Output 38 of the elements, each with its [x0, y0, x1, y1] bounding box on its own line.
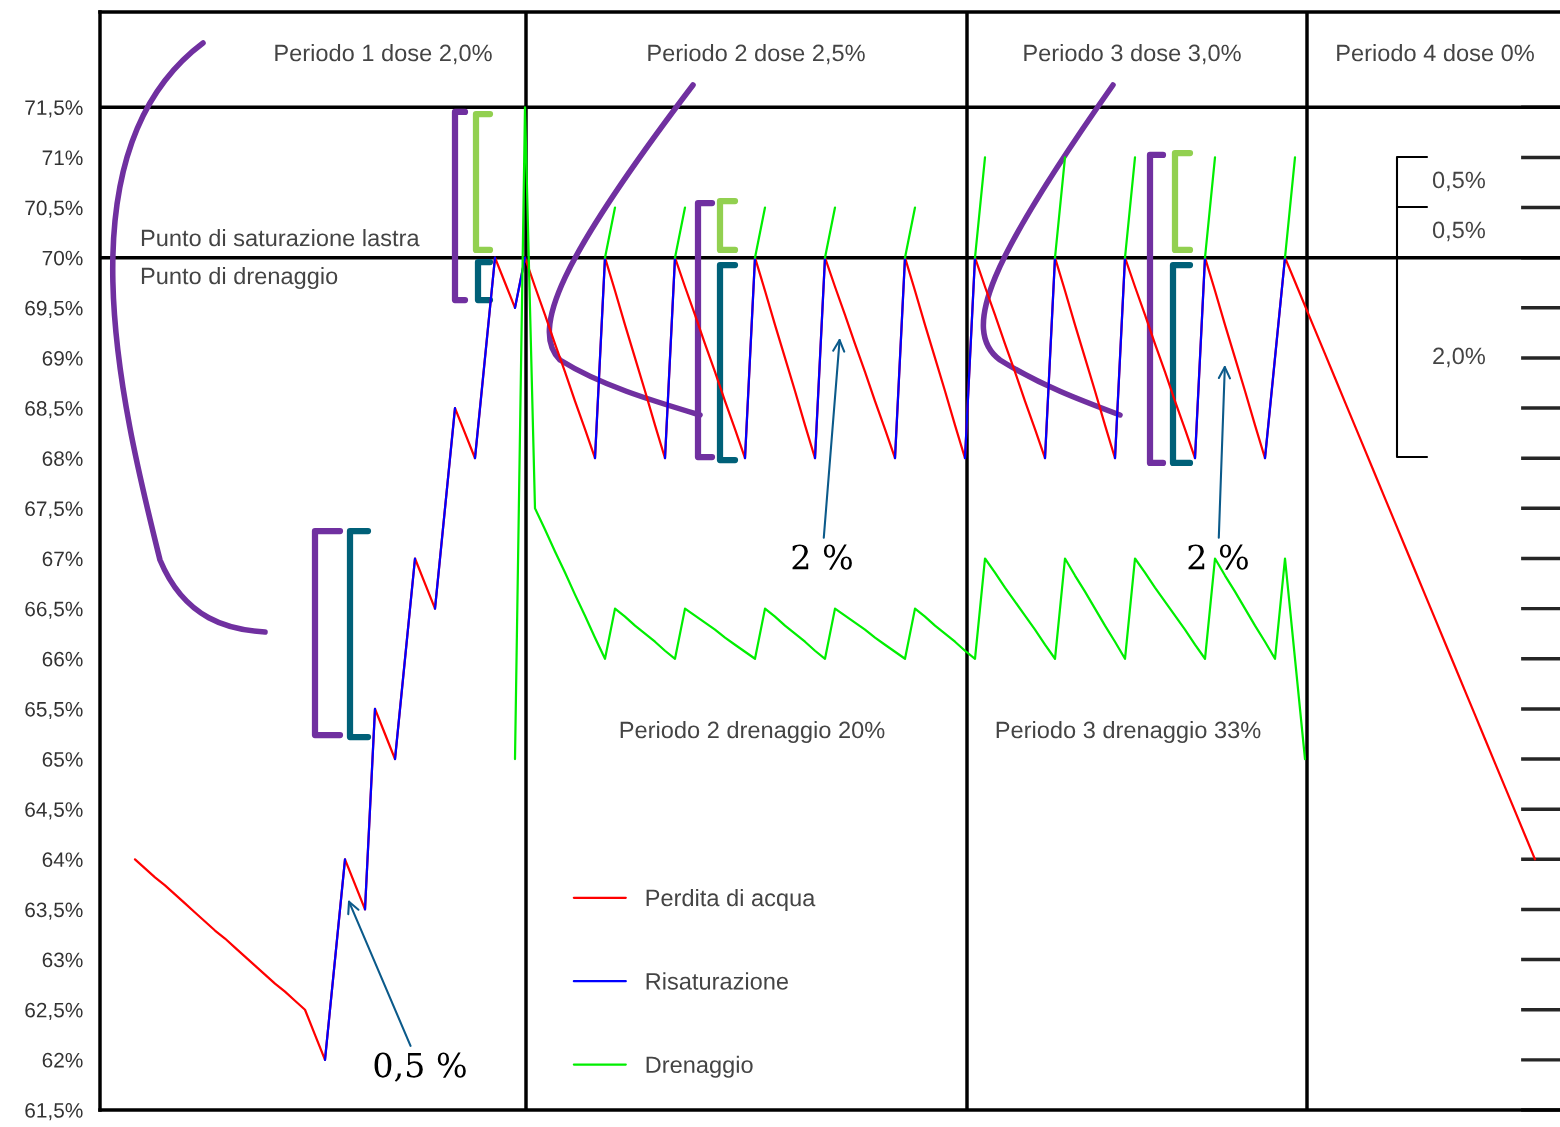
y-tick-label: 66% [42, 651, 83, 667]
y-tick-label: 63% [42, 952, 83, 968]
annotation: 0,5% [1432, 221, 1485, 242]
legend-label: Perdita di acqua [646, 888, 816, 911]
annotation: Periodo 4 dose 0% [1337, 44, 1534, 62]
legend-label: Drenaggio [646, 1055, 753, 1078]
annotation: 2 % [1188, 544, 1248, 570]
y-tick-label: 62% [42, 1052, 83, 1068]
annotation: Periodo 2 drenaggio 20% [620, 720, 885, 744]
annotation: Periodo 3 drenaggio 33% [996, 720, 1261, 744]
annotation: Periodo 2 dose 2,5% [648, 44, 865, 65]
annotation: Periodo 1 dose 2,0% [275, 44, 492, 65]
y-tick-label: 62,5% [25, 1002, 83, 1020]
y-tick-label: 70,5% [25, 200, 83, 218]
y-tick-label: 70% [42, 250, 83, 266]
y-tick-label: 71,5% [25, 100, 83, 118]
y-tick-label: 71% [42, 150, 83, 166]
y-tick-label: 67,5% [25, 501, 83, 519]
y-tick-label: 63,5% [25, 902, 83, 920]
y-tick-label: 65% [42, 752, 83, 767]
annotation: 2 % [792, 544, 852, 570]
y-tick-label: 61,5% [25, 1103, 83, 1121]
y-tick-label: 67% [42, 551, 83, 567]
y-tick-label: 66,5% [25, 601, 83, 619]
annotation: Punto di saturazione lastra [141, 229, 420, 247]
y-tick-label: 69,5% [25, 300, 83, 319]
annotation: Periodo 3 dose 3,0% [1024, 44, 1241, 65]
annotation: Punto di drenaggio [141, 266, 338, 289]
y-tick-label: 68% [42, 451, 83, 466]
y-tick-label: 64,5% [25, 802, 83, 820]
y-tick-label: 69% [42, 350, 83, 366]
y-tick-label: 68,5% [25, 401, 83, 419]
annotation: 0,5 % [374, 1052, 466, 1082]
annotation: 0,5% [1432, 171, 1485, 192]
y-tick-label: 64% [42, 852, 83, 868]
legend-label: Risaturazione [646, 972, 788, 990]
annotation: 2,0% [1433, 347, 1485, 368]
y-tick-label: 65,5% [25, 701, 83, 720]
